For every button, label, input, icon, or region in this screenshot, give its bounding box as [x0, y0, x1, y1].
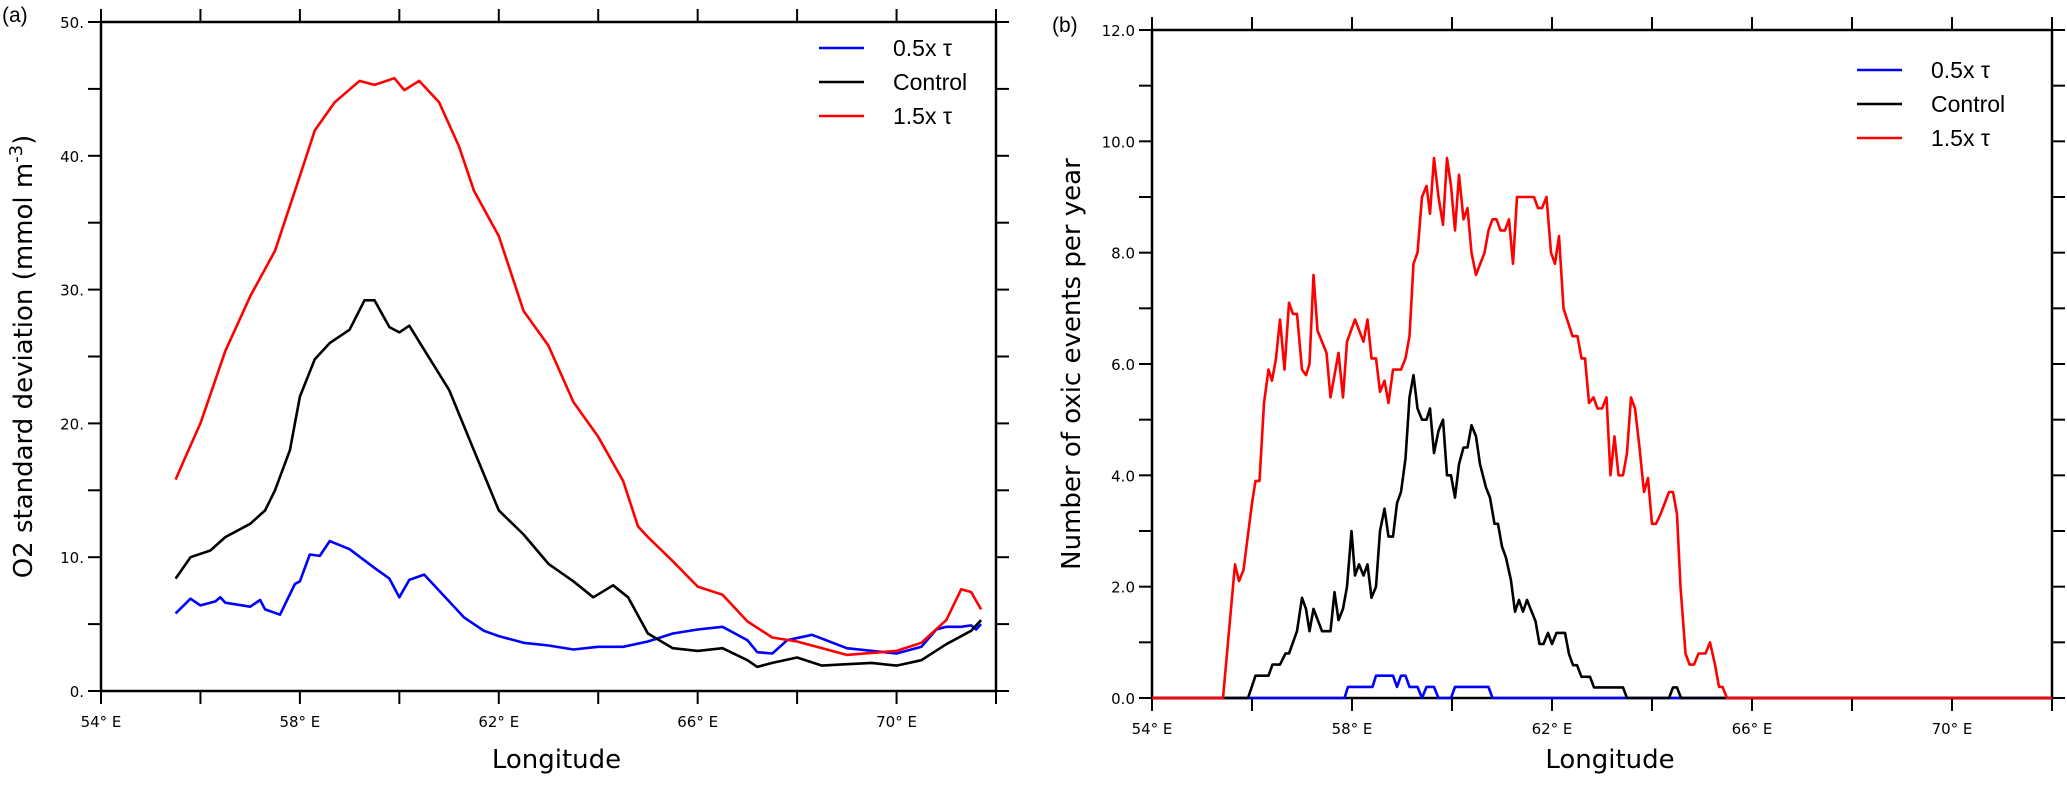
x-axis-title: Longitude — [492, 745, 621, 775]
x-tick-label: 62° E — [478, 713, 519, 731]
x-tick-label: 54° E — [1132, 720, 1173, 738]
y-tick-label: 6.0 — [1111, 356, 1135, 374]
y-tick-label: 50. — [60, 14, 84, 32]
legend-label: Control — [893, 69, 967, 95]
y-tick-label: 30. — [60, 282, 84, 300]
series-line-control — [1152, 373, 2052, 700]
x-tick-label: 58° E — [279, 713, 320, 731]
chart-panel-a: 54° E 58° E 62° E 66° E 70° E 0. 10. 20. 30. 40. 5… — [2, 4, 1009, 775]
y-tick-label: 4.0 — [1111, 467, 1135, 485]
y-tick-label: 2.0 — [1111, 579, 1135, 597]
y-tick-label: 10. — [60, 549, 84, 567]
y-tick-label: 8.0 — [1111, 245, 1135, 263]
legend-label: 1.5x τ — [1931, 125, 1990, 151]
y-tick-label: 10.0 — [1102, 133, 1135, 151]
y-axis-title-main: O2 standard deviation (mmol m — [9, 163, 39, 579]
y-tick-label: 0. — [70, 683, 84, 701]
legend-label: 0.5x τ — [1931, 57, 1990, 83]
y-axis-title: O2 standard deviation (mmol m-3) — [6, 135, 39, 579]
y-tick-label: 12.0 — [1102, 22, 1135, 40]
legend-label: Control — [1931, 91, 2005, 117]
plot-frame — [99, 20, 998, 693]
x-tick-label: 58° E — [1332, 720, 1373, 738]
series-line-control — [174, 298, 983, 669]
series-line-1-5x- — [1152, 156, 2052, 700]
x-tick-label: 62° E — [1532, 720, 1573, 738]
legend-label: 1.5x τ — [893, 103, 952, 129]
x-tick-label: 70° E — [876, 713, 917, 731]
y-tick-label: 0.0 — [1111, 690, 1135, 708]
series-line-0-5x- — [1152, 674, 2052, 700]
y-tick-label: 40. — [60, 148, 84, 166]
y-tick-label: 20. — [60, 415, 84, 433]
series-line-0-5x- — [174, 539, 983, 655]
x-tick-label: 66° E — [677, 713, 718, 731]
y-axis-title-main: Number of oxic events per year — [1057, 158, 1087, 570]
y-axis-title: Number of oxic events per year — [1057, 158, 1087, 570]
series-line-1-5x- — [174, 76, 983, 657]
x-tick-label: 66° E — [1732, 720, 1773, 738]
chart-panel-b: 54° E 58° E 62° E 66° E 70° E 0.0 2.0 4.0 6.0 8.0… — [1052, 14, 2065, 775]
legend-label: 0.5x τ — [893, 35, 952, 61]
panel-label: (a) — [2, 4, 28, 27]
y-axis-title-close: ) — [9, 135, 39, 145]
y-axis-title-superscript: -3 — [6, 145, 27, 163]
panel-label: (b) — [1052, 14, 1078, 37]
x-tick-label: 70° E — [1932, 720, 1973, 738]
x-tick-label: 54° E — [81, 713, 122, 731]
plot-frame — [1150, 28, 2054, 700]
x-axis-title: Longitude — [1545, 745, 1674, 775]
